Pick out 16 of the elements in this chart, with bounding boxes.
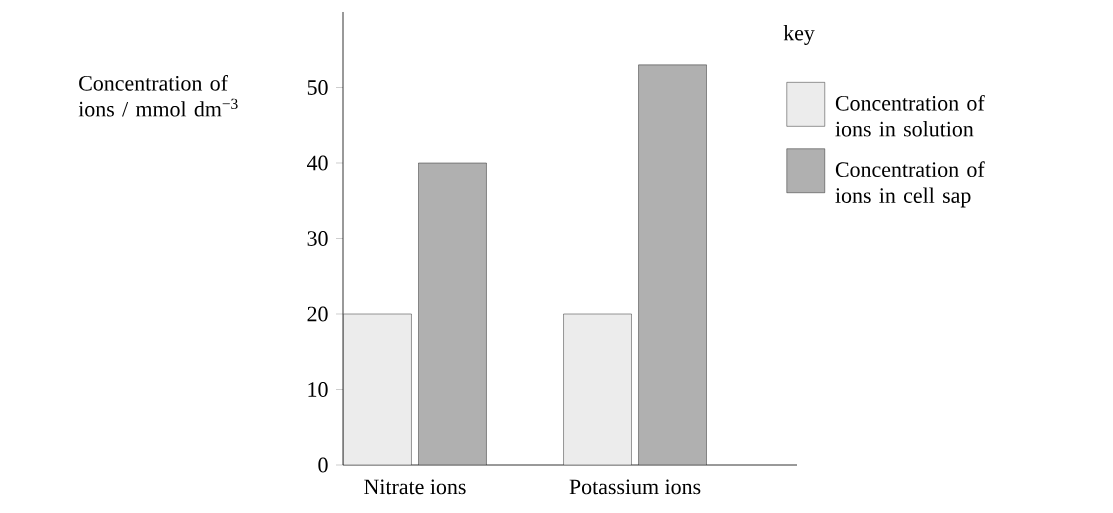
y-tick-label: 40: [307, 155, 328, 171]
bar: [418, 162, 487, 465]
y-tick-label: 50: [307, 80, 328, 95]
legend-title: key: [783, 25, 815, 45]
y-tick-label: 10: [308, 382, 328, 397]
y-tick-label: 30: [307, 231, 328, 246]
bar: [638, 64, 707, 465]
bar: [563, 313, 632, 465]
x-tick-label: Nitrate ions: [364, 479, 466, 495]
legend-label: Concentration of ions in solution: [835, 94, 985, 137]
x-tick-label: Potassium ions: [569, 479, 701, 495]
legend-label: Concentration of ions in cell sap: [835, 161, 985, 208]
y-axis-title: Concentration of ions / mmol dm$^{−3}$: [78, 75, 238, 117]
y-tick-label: 20: [307, 306, 328, 322]
y-tick-label: 0: [318, 457, 328, 473]
bar: [343, 313, 412, 465]
